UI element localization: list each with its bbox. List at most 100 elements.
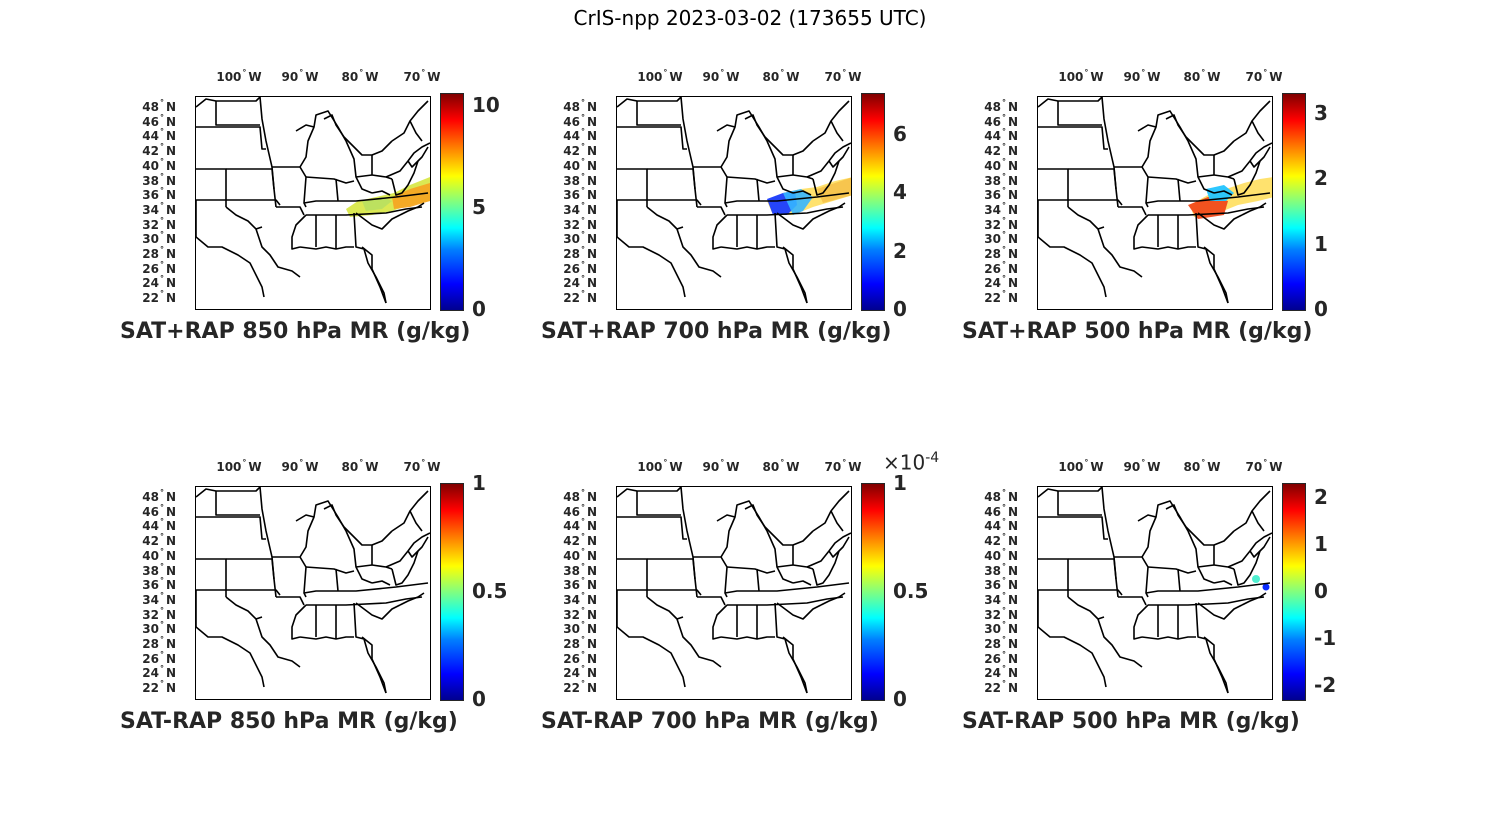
latitude-tick-label: 30° N xyxy=(142,230,176,247)
state-boundary xyxy=(1148,206,1265,216)
state-boundary xyxy=(1133,604,1149,640)
state-boundary xyxy=(225,596,301,668)
longitude-tick-label: 70° W xyxy=(824,68,862,84)
state-boundary xyxy=(276,206,305,216)
state-boundary xyxy=(1057,101,1102,126)
colorbar-tick-label: 1 xyxy=(472,471,486,495)
colorbar-tick-label: 3 xyxy=(1314,100,1328,125)
state-boundary xyxy=(1141,500,1189,558)
map-panel: 100° W 90° W 80° W 70° W 48° N 46° N 44° N 42° N 40° N 38°… xyxy=(541,68,961,370)
latitude-tick-label: 22° N xyxy=(984,289,1018,306)
state-boundary xyxy=(812,160,840,196)
state-boundary xyxy=(255,616,263,620)
colorbar-tick-label: 0 xyxy=(472,297,486,321)
state-boundary xyxy=(335,178,339,202)
latitude-tick-label: 48° N xyxy=(984,488,1018,504)
latitude-tick-label: 22° N xyxy=(142,679,176,696)
state-boundary xyxy=(647,199,702,206)
longitude-labels: 100° W 90° W 80° W 70° W xyxy=(196,458,456,476)
state-boundary xyxy=(1227,532,1272,568)
state-boundary xyxy=(636,491,681,516)
latitude-tick-label: 46° N xyxy=(984,502,1018,519)
state-boundary xyxy=(1068,558,1117,580)
state-boundary xyxy=(782,246,808,304)
state-boundary xyxy=(1203,636,1229,694)
map-frame xyxy=(616,96,852,310)
latitude-tick-label: 30° N xyxy=(984,620,1018,637)
moisture-swath-mid xyxy=(362,197,392,211)
state-boundary xyxy=(1068,199,1123,206)
latitude-tick-label: 32° N xyxy=(563,605,597,622)
state-boundary xyxy=(676,616,684,620)
state-boundary xyxy=(680,487,698,598)
state-boundary xyxy=(215,491,260,516)
state-boundary xyxy=(744,114,814,156)
longitude-tick-label: 100° W xyxy=(1058,458,1104,474)
latitude-tick-label: 22° N xyxy=(142,289,176,306)
colorbar-tick-label: 0 xyxy=(1314,297,1328,321)
latitude-tick-label: 28° N xyxy=(984,245,1018,261)
colorbar-tick-label: 1 xyxy=(893,471,907,495)
latitude-tick-label: 36° N xyxy=(142,576,176,593)
longitude-labels: 100° W 90° W 80° W 70° W xyxy=(617,68,877,86)
longitude-labels: 100° W 90° W 80° W 70° W xyxy=(617,458,877,476)
latitude-tick-label: 24° N xyxy=(563,664,597,681)
colorbar-tick-label: 5 xyxy=(472,195,486,220)
state-boundary xyxy=(1187,140,1215,194)
state-boundary xyxy=(1068,589,1123,596)
state-boundary xyxy=(774,602,808,694)
latitude-tick-label: 42° N xyxy=(563,532,597,549)
state-boundary xyxy=(766,530,794,584)
latitude-tick-label: 42° N xyxy=(984,142,1018,159)
map-frame xyxy=(1037,96,1273,310)
latitude-tick-label: 38° N xyxy=(563,561,597,578)
longitude-tick-label: 70° W xyxy=(1245,68,1283,84)
colorbar xyxy=(861,483,885,701)
state-boundary xyxy=(409,120,423,142)
state-boundary xyxy=(1057,491,1102,516)
data-point xyxy=(1252,575,1260,583)
latitude-tick-label: 46° N xyxy=(984,112,1018,129)
state-boundary xyxy=(1145,582,1271,594)
state-boundary xyxy=(1187,530,1215,584)
latitude-tick-label: 30° N xyxy=(142,620,176,637)
map-panel: 100° W 90° W 80° W 70° W 48° N 46° N 44° N 42° N 40° N 38°… xyxy=(962,458,1382,760)
colorbar-tick-label: 4 xyxy=(893,180,907,205)
colorbar-tick-label: 0 xyxy=(472,687,486,711)
state-boundary xyxy=(647,168,696,190)
state-boundary xyxy=(1197,564,1215,568)
state-boundary xyxy=(727,596,844,606)
state-boundary xyxy=(196,236,265,298)
state-boundary xyxy=(259,487,277,598)
colorbar-tick-label: 0 xyxy=(893,297,907,321)
state-boundary xyxy=(295,124,315,132)
latitude-tick-label: 38° N xyxy=(142,171,176,188)
state-boundary xyxy=(1197,212,1243,230)
latitude-tick-label: 30° N xyxy=(984,230,1018,247)
latitude-tick-label: 28° N xyxy=(142,245,176,261)
state-boundary xyxy=(215,101,260,126)
state-boundary xyxy=(353,212,387,304)
state-boundary xyxy=(361,636,387,694)
state-boundary xyxy=(617,626,686,688)
latitude-tick-label: 44° N xyxy=(563,127,597,144)
colorbar-multiplier: ×10-4 xyxy=(883,450,940,475)
state-boundary xyxy=(1068,168,1117,190)
longitude-tick-label: 100° W xyxy=(637,458,683,474)
state-boundary xyxy=(646,596,722,668)
latitude-tick-label: 46° N xyxy=(563,112,597,129)
state-boundary xyxy=(1213,545,1235,570)
latitude-tick-label: 24° N xyxy=(984,664,1018,681)
longitude-labels: 100° W 90° W 80° W 70° W xyxy=(1038,458,1298,476)
state-boundary xyxy=(1137,124,1157,132)
state-boundary xyxy=(647,558,696,580)
latitude-tick-label: 34° N xyxy=(984,200,1018,217)
state-boundary xyxy=(323,114,393,156)
latitude-tick-label: 44° N xyxy=(142,127,176,144)
longitude-labels: 100° W 90° W 80° W 70° W xyxy=(1038,68,1298,86)
state-boundary xyxy=(196,558,227,627)
state-boundary xyxy=(361,246,387,304)
latitude-tick-label: 46° N xyxy=(142,502,176,519)
state-boundary xyxy=(399,592,425,606)
